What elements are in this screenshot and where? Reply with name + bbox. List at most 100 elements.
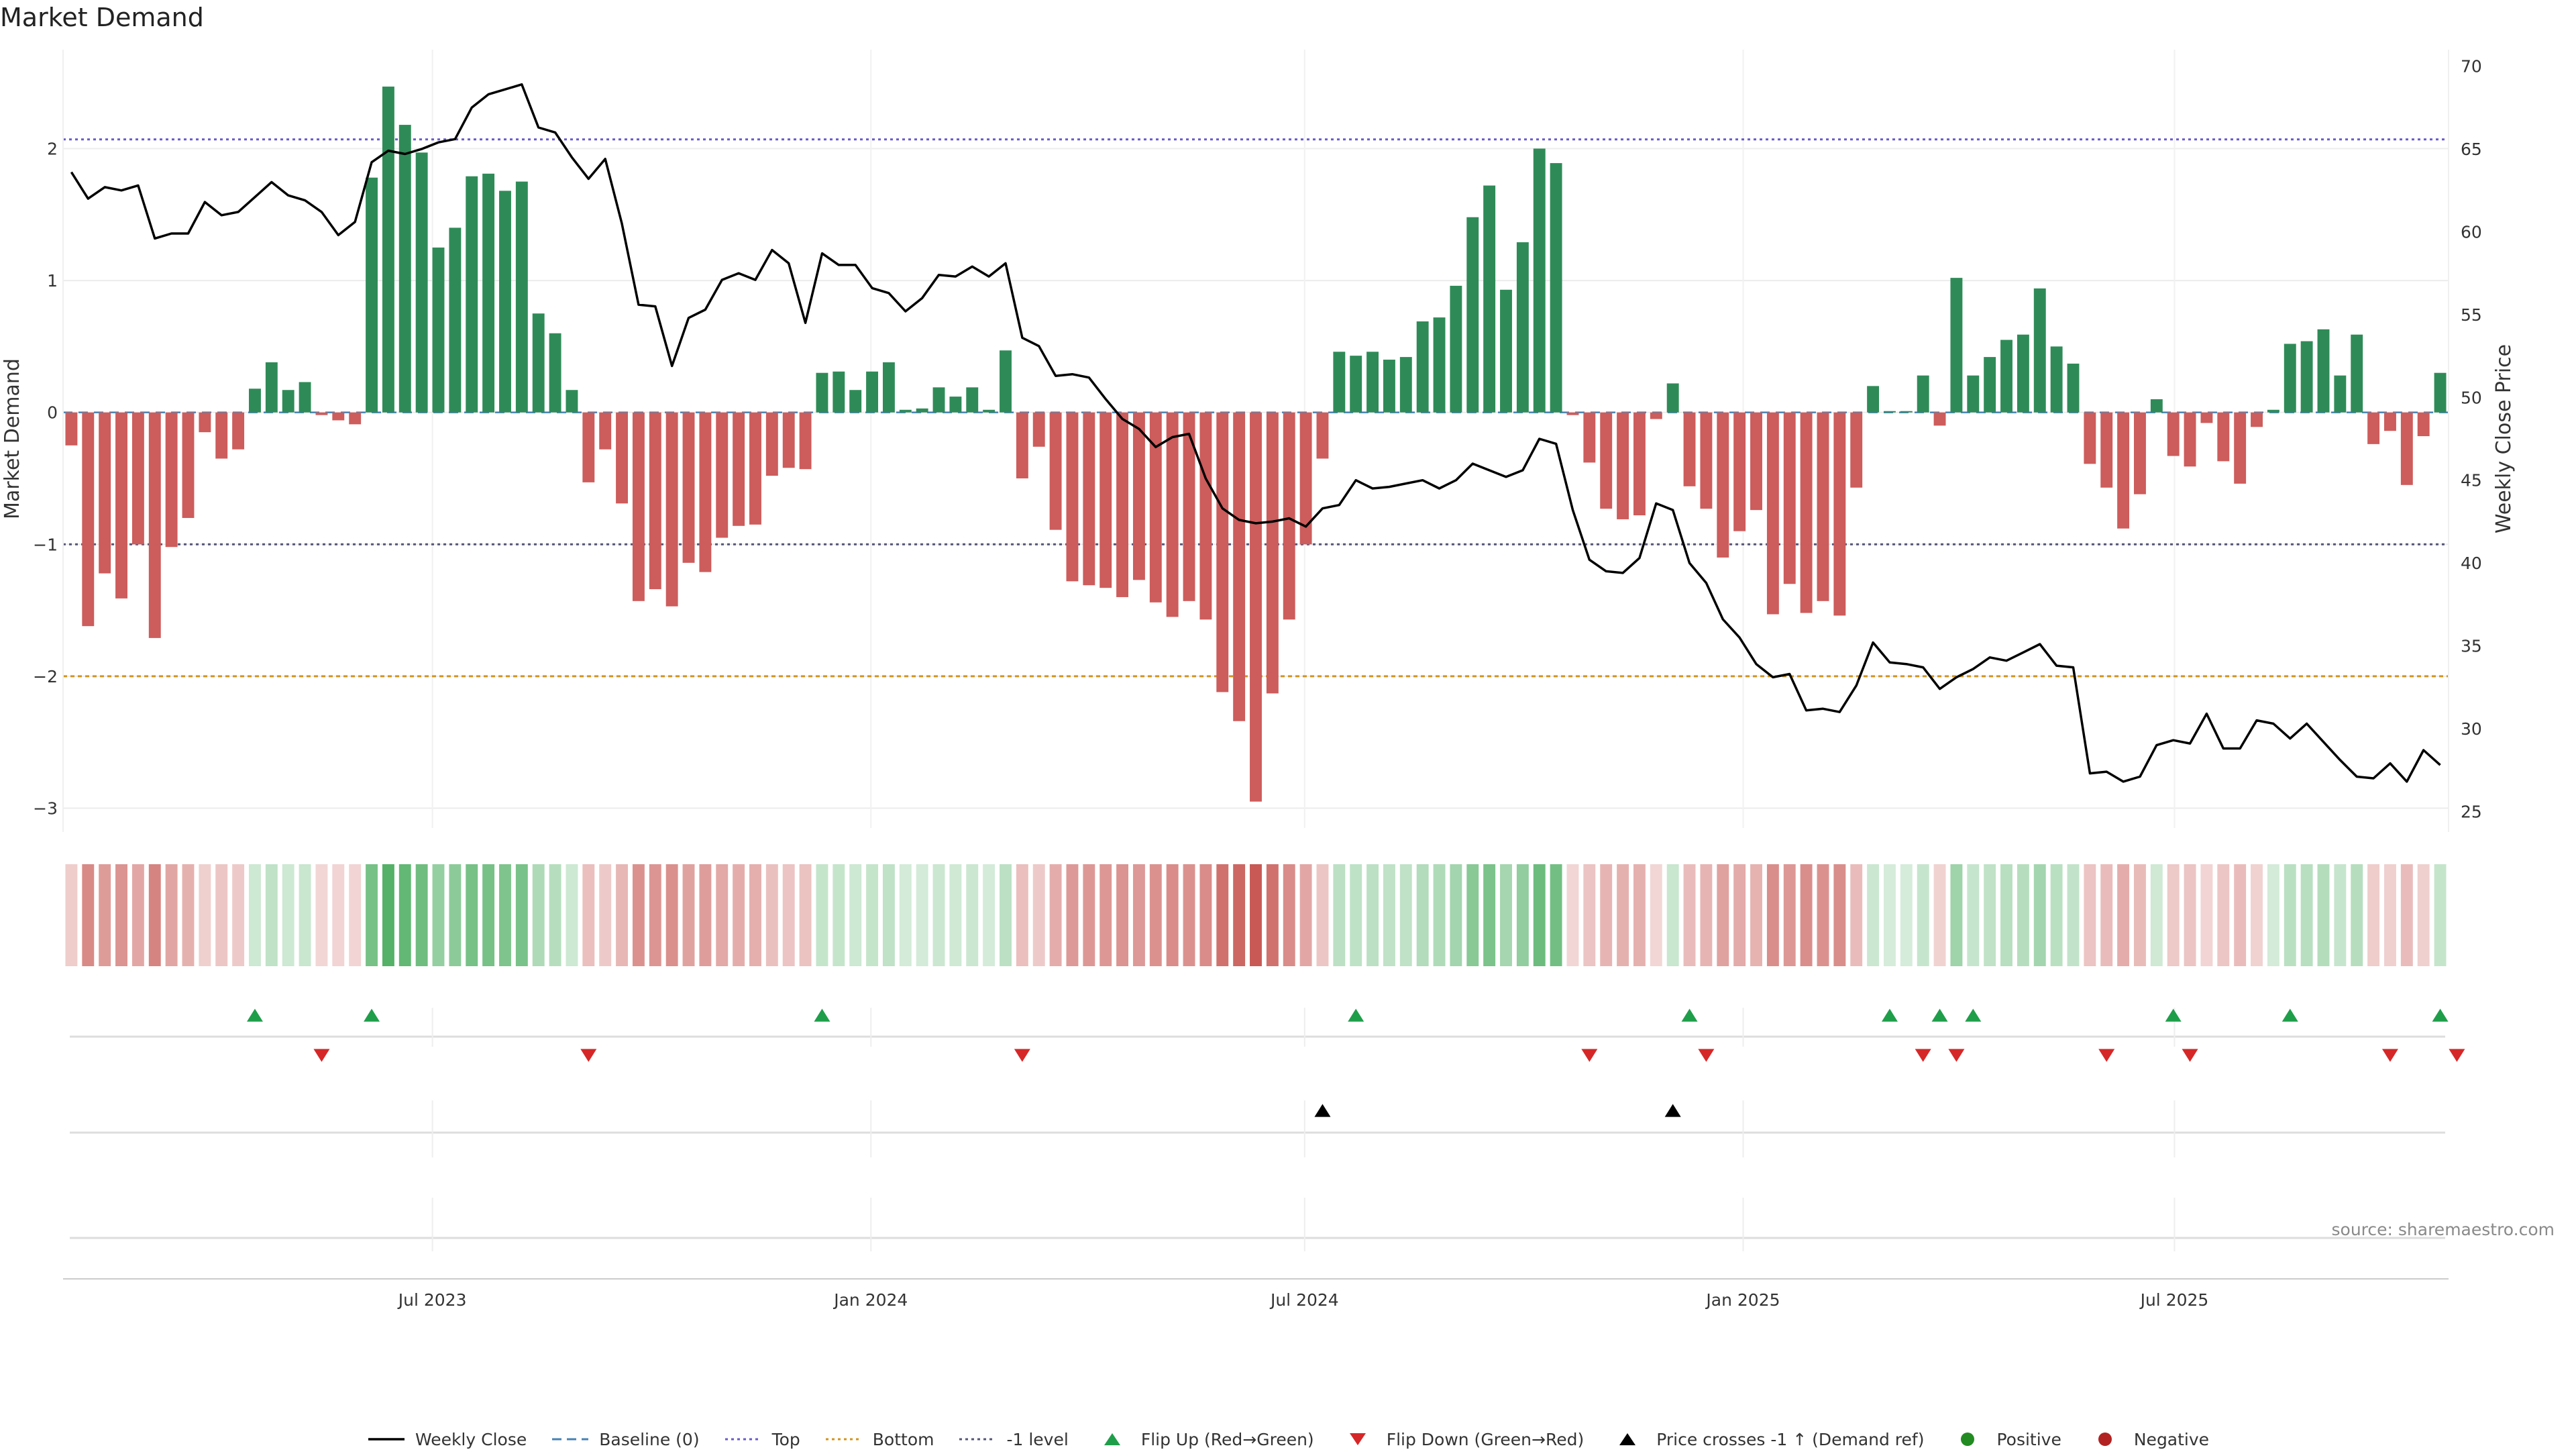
- strip-cell: [665, 864, 678, 966]
- demand-bar: [265, 362, 278, 413]
- demand-bar: [1299, 412, 1312, 545]
- strip-cell: [882, 864, 895, 966]
- y-left-tick-label: 0: [47, 403, 58, 423]
- strip-cell: [932, 864, 945, 966]
- strip-cell: [765, 864, 778, 966]
- strip-cell: [398, 864, 411, 966]
- demand-bar: [315, 412, 328, 415]
- demand-bar: [899, 409, 912, 413]
- demand-bar: [2351, 334, 2363, 413]
- flip-up-marker: [2432, 1008, 2449, 1022]
- demand-bar: [415, 152, 428, 413]
- x-tick-label: Jan 2025: [1705, 1290, 1780, 1310]
- demand-bar: [366, 177, 378, 413]
- demand-bar: [2033, 288, 2046, 413]
- strip-cell: [1433, 864, 1446, 966]
- y-right-tick-label: 30: [2461, 719, 2482, 739]
- legend-item: Weekly Close: [367, 1430, 527, 1449]
- legend-label: Price crosses -1 ↑ (Demand ref): [1656, 1429, 1925, 1449]
- strip-cell: [1700, 864, 1713, 966]
- strip-cell: [1733, 864, 1746, 966]
- flip-down-marker: [2449, 1049, 2465, 1062]
- demand-bar: [799, 412, 812, 470]
- y-left-axis-title: Market Demand: [1, 358, 24, 519]
- demand-bar: [549, 333, 561, 413]
- demand-bar: [782, 412, 795, 468]
- legend-label: Flip Up (Red→Green): [1140, 1429, 1314, 1449]
- flip-down-marker: [1014, 1049, 1030, 1062]
- strip-cell: [2300, 864, 2313, 966]
- flip-up-marker: [1965, 1008, 1982, 1022]
- strip-cell: [449, 864, 462, 966]
- demand-bar: [1066, 412, 1079, 582]
- source-credit: source: sharemaestro.com: [2331, 1220, 2555, 1239]
- strip-cell: [1216, 864, 1229, 966]
- demand-bar: [1350, 356, 1362, 413]
- strip-cell: [2017, 864, 2029, 966]
- strip-cell: [2200, 864, 2213, 966]
- demand-bar: [1166, 412, 1179, 617]
- demand-bar: [1800, 412, 1813, 613]
- demand-bar: [82, 412, 95, 627]
- legend-item: -1 level: [958, 1430, 1069, 1449]
- legend-item: Baseline (0): [551, 1430, 700, 1449]
- strip-cell: [916, 864, 928, 966]
- strip-cell: [282, 864, 294, 966]
- demand-bar: [1733, 412, 1746, 531]
- strip-cell: [2284, 864, 2296, 966]
- strip-cell: [816, 864, 828, 966]
- demand-bar: [1650, 412, 1662, 419]
- strip-cell: [299, 864, 311, 966]
- strip-cell: [983, 864, 996, 966]
- strip-cell: [749, 864, 761, 966]
- demand-bar: [99, 412, 111, 574]
- strip-cell: [1550, 864, 1562, 966]
- strip-cell: [2367, 864, 2380, 966]
- strip-cell: [1483, 864, 1496, 966]
- strip-cell: [199, 864, 211, 966]
- strip-cell: [2351, 864, 2363, 966]
- flip-down-marker: [1915, 1049, 1931, 1062]
- strip-cell: [366, 864, 378, 966]
- strip-cell: [1800, 864, 1813, 966]
- flip-up-marker: [2282, 1008, 2298, 1022]
- strip-cell: [966, 864, 979, 966]
- demand-bar: [983, 409, 996, 413]
- demand-bar: [2200, 412, 2213, 423]
- demand-bar: [1099, 412, 1112, 588]
- strip-cell: [1933, 864, 1946, 966]
- strip-cell: [716, 864, 729, 966]
- strip-cell: [1566, 864, 1579, 966]
- strip-cell: [1817, 864, 1829, 966]
- strip-cell: [1250, 864, 1262, 966]
- strip-cell: [2434, 864, 2447, 966]
- strip-cell: [2050, 864, 2063, 966]
- demand-bar: [1450, 285, 1462, 413]
- price-layer: [70, 83, 2441, 783]
- strip-cell: [1450, 864, 1462, 966]
- demand-bar: [398, 125, 411, 413]
- demand-bar: [733, 412, 745, 526]
- strip-cell: [632, 864, 645, 966]
- legend-label: Top: [771, 1429, 800, 1449]
- demand-bar: [2184, 412, 2196, 467]
- demand-bar: [349, 412, 362, 425]
- flip-up-marker: [1348, 1008, 1364, 1022]
- demand-bar: [1132, 412, 1145, 580]
- x-tick-label: Jul 2024: [1269, 1290, 1339, 1310]
- demand-bar: [232, 412, 245, 450]
- strip-cell: [1366, 864, 1379, 966]
- strip-cell: [616, 864, 629, 966]
- strip-cell: [2067, 864, 2080, 966]
- strip-cell: [82, 864, 95, 966]
- strip-cell: [2150, 864, 2163, 966]
- price-cross-marker: [1314, 1104, 1331, 1117]
- strip-cell: [2417, 864, 2430, 966]
- strip-cell: [549, 864, 561, 966]
- strip-cell: [1116, 864, 1129, 966]
- demand-bar: [1984, 357, 1996, 413]
- strip-cell: [131, 864, 144, 966]
- demand-bar: [1016, 412, 1028, 478]
- strip-cell: [1099, 864, 1112, 966]
- demand-bar: [432, 247, 445, 413]
